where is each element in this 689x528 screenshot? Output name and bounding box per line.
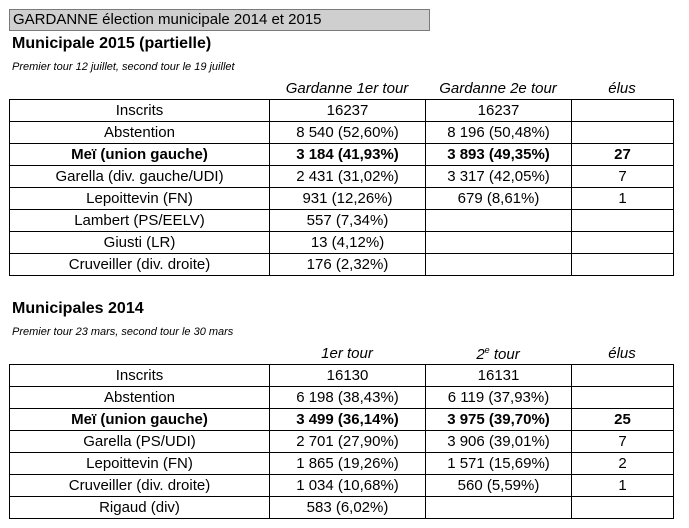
elus-cell: 1 [571, 187, 674, 210]
candidate-cell: Lambert (PS/EELV) [9, 209, 270, 232]
elus-cell [571, 496, 674, 519]
round1-cell: 2 431 (31,02%) [269, 165, 426, 188]
candidate-cell: Garella (PS/UDI) [9, 430, 270, 453]
round1-cell: 1 034 (10,68%) [269, 474, 426, 497]
elus-cell: 25 [571, 408, 674, 431]
elus-cell [571, 99, 674, 122]
round2-cell: 3 893 (49,35%) [425, 143, 572, 166]
round2-cell [425, 253, 572, 276]
round2-cell: 3 975 (39,70%) [425, 408, 572, 431]
round2-cell: 6 119 (37,93%) [425, 386, 572, 409]
section-2014-note: Premier tour 23 mars, second tour le 30 … [12, 326, 234, 338]
table-row: Meï (union gauche) 3 184 (41,93%) 3 893 (4… [9, 143, 674, 166]
round2-cell [425, 209, 572, 232]
candidate-cell: Garella (div. gauche/UDI) [9, 165, 270, 188]
candidate-cell: Inscrits [9, 364, 270, 387]
elus-cell: 27 [571, 143, 674, 166]
candidate-cell: Cruveiller (div. droite) [9, 253, 270, 276]
round2-cell: 3 317 (42,05%) [425, 165, 572, 188]
round2-cell: 560 (5,59%) [425, 474, 572, 497]
table-row: Abstention 6 198 (38,43%) 6 119 (37,93%) [9, 386, 674, 409]
round1-cell: 16237 [269, 99, 426, 122]
round2-cell: 16237 [425, 99, 572, 122]
round1-cell: 16130 [269, 364, 426, 387]
table-row: Lepoittevin (FN) 1 865 (19,26%) 1 571 (15,… [9, 452, 674, 475]
round1-cell: 8 540 (52,60%) [269, 121, 426, 144]
round2-word: tour [489, 346, 520, 363]
table-row: Rigaud (div) 583 (6,02%) [9, 496, 674, 519]
elus-cell [571, 209, 674, 232]
elus-cell [571, 121, 674, 144]
round2-number: 2 [476, 346, 485, 363]
candidate-cell: Abstention [9, 121, 270, 144]
round2-cell: 16131 [425, 364, 572, 387]
table-row: Inscrits 16237 16237 [9, 99, 674, 122]
candidate-cell: Inscrits [9, 99, 270, 122]
table-row: Cruveiller (div. droite) 176 (2,32%) [9, 253, 674, 276]
elus-cell [571, 386, 674, 409]
table-row: Lambert (PS/EELV) 557 (7,34%) [9, 209, 674, 232]
round1-cell: 557 (7,34%) [269, 209, 426, 232]
elus-cell: 7 [571, 165, 674, 188]
elus-cell [571, 364, 674, 387]
round1-cell: 176 (2,32%) [269, 253, 426, 276]
round2-cell: 679 (8,61%) [425, 187, 572, 210]
col-header-2014-round1: 1er tour [321, 345, 373, 362]
table-row: Garella (PS/UDI) 2 701 (27,90%) 3 906 (39,… [9, 430, 674, 453]
section-2015-heading: Municipale 2015 (partielle) [12, 35, 212, 52]
table-row: Cruveiller (div. droite) 1 034 (10,68%) 56… [9, 474, 674, 497]
round1-cell: 2 701 (27,90%) [269, 430, 426, 453]
col-header-2015-round1: Gardanne 1er tour [285, 80, 409, 97]
candidate-cell: Abstention [9, 386, 270, 409]
elus-cell: 1 [571, 474, 674, 497]
round2-ordinal: e [484, 345, 490, 355]
round2-cell: 3 906 (39,01%) [425, 430, 572, 453]
round2-cell: 8 196 (50,48%) [425, 121, 572, 144]
col-header-2015-round2: Gardanne 2e tour [439, 80, 557, 97]
section-2015-note: Premier tour 12 juillet, second tour le … [12, 61, 235, 73]
candidate-cell: Lepoittevin (FN) [9, 452, 270, 475]
candidate-cell: Meï (union gauche) [9, 408, 270, 431]
elus-cell [571, 253, 674, 276]
table-row: Inscrits 16130 16131 [9, 364, 674, 387]
table-row: Lepoittevin (FN) 931 (12,26%) 679 (8,61%) 1 [9, 187, 674, 210]
results-table-2014: Inscrits 16130 16131 Abstention 6 198 (38,43… [9, 364, 674, 519]
round1-cell: 13 (4,12%) [269, 231, 426, 254]
table-row: Meï (union gauche) 3 499 (36,14%) 3 975 (3… [9, 408, 674, 431]
round2-cell [425, 231, 572, 254]
col-header-2014-round2: 2e tour [425, 345, 571, 363]
round1-cell: 931 (12,26%) [269, 187, 426, 210]
round1-cell: 583 (6,02%) [269, 496, 426, 519]
round1-cell: 6 198 (38,43%) [269, 386, 426, 409]
sheet-title: GARDANNE élection municipale 2014 et 201… [9, 9, 430, 31]
candidate-cell: Meï (union gauche) [9, 143, 270, 166]
candidate-cell: Rigaud (div) [9, 496, 270, 519]
section-2014-heading: Municipales 2014 [12, 300, 144, 317]
results-table-2015: Inscrits 16237 16237 Abstention 8 540 (52,60… [9, 99, 674, 276]
round1-cell: 3 499 (36,14%) [269, 408, 426, 431]
candidate-cell: Cruveiller (div. droite) [9, 474, 270, 497]
round2-cell [425, 496, 572, 519]
elus-cell [571, 231, 674, 254]
table-row: Giusti (LR) 13 (4,12%) [9, 231, 674, 254]
round1-cell: 3 184 (41,93%) [269, 143, 426, 166]
col-header-2015-elus: élus [608, 80, 636, 97]
elus-cell: 7 [571, 430, 674, 453]
candidate-cell: Lepoittevin (FN) [9, 187, 270, 210]
col-header-2014-elus: élus [608, 345, 636, 362]
candidate-cell: Giusti (LR) [9, 231, 270, 254]
round2-cell: 1 571 (15,69%) [425, 452, 572, 475]
table-row: Abstention 8 540 (52,60%) 8 196 (50,48%) [9, 121, 674, 144]
round1-cell: 1 865 (19,26%) [269, 452, 426, 475]
table-row: Garella (div. gauche/UDI) 2 431 (31,02%) 3… [9, 165, 674, 188]
elus-cell: 2 [571, 452, 674, 475]
